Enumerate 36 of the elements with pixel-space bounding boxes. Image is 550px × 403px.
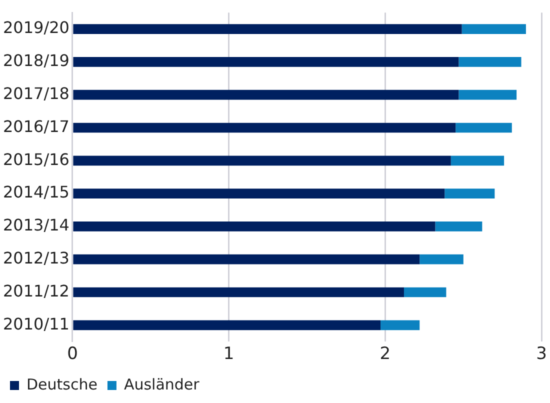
bar — [420, 254, 464, 264]
bar — [73, 156, 451, 166]
bar — [462, 24, 526, 34]
y-tick-label: 2010/11 — [3, 314, 70, 334]
bar — [450, 156, 504, 166]
y-tick-label: 2014/15 — [3, 182, 70, 202]
x-tick-label: 2 — [380, 344, 391, 364]
x-tick-label: 3 — [536, 344, 548, 364]
bar — [73, 320, 381, 330]
y-tick-label: 2018/19 — [3, 51, 70, 70]
bar — [73, 122, 456, 133]
legend-label: Ausländer — [124, 375, 200, 394]
bar — [73, 254, 420, 264]
y-tick-label: 2019/20 — [3, 18, 70, 38]
bar — [444, 188, 495, 198]
bar — [73, 24, 462, 34]
y-tick-label: 2015/16 — [3, 150, 70, 169]
bar — [73, 188, 445, 198]
bar — [456, 122, 512, 133]
bar — [73, 90, 459, 100]
x-tick-label: 0 — [67, 344, 78, 364]
y-tick-label: 2011/12 — [3, 281, 70, 300]
bar — [404, 287, 446, 298]
y-tick-label: 2013/14 — [3, 216, 70, 235]
bar — [73, 222, 436, 232]
bar — [73, 57, 459, 67]
bar — [458, 57, 522, 67]
legend-label: Deutsche — [26, 375, 98, 394]
y-tick-label: 2017/18 — [3, 84, 70, 104]
y-tick-label: 2012/13 — [3, 248, 70, 268]
bar — [458, 90, 517, 100]
bar — [435, 222, 482, 232]
bar — [380, 320, 420, 330]
x-tick-label: 1 — [223, 344, 234, 364]
y-tick-label: 2016/17 — [3, 116, 70, 136]
bar — [73, 287, 404, 298]
